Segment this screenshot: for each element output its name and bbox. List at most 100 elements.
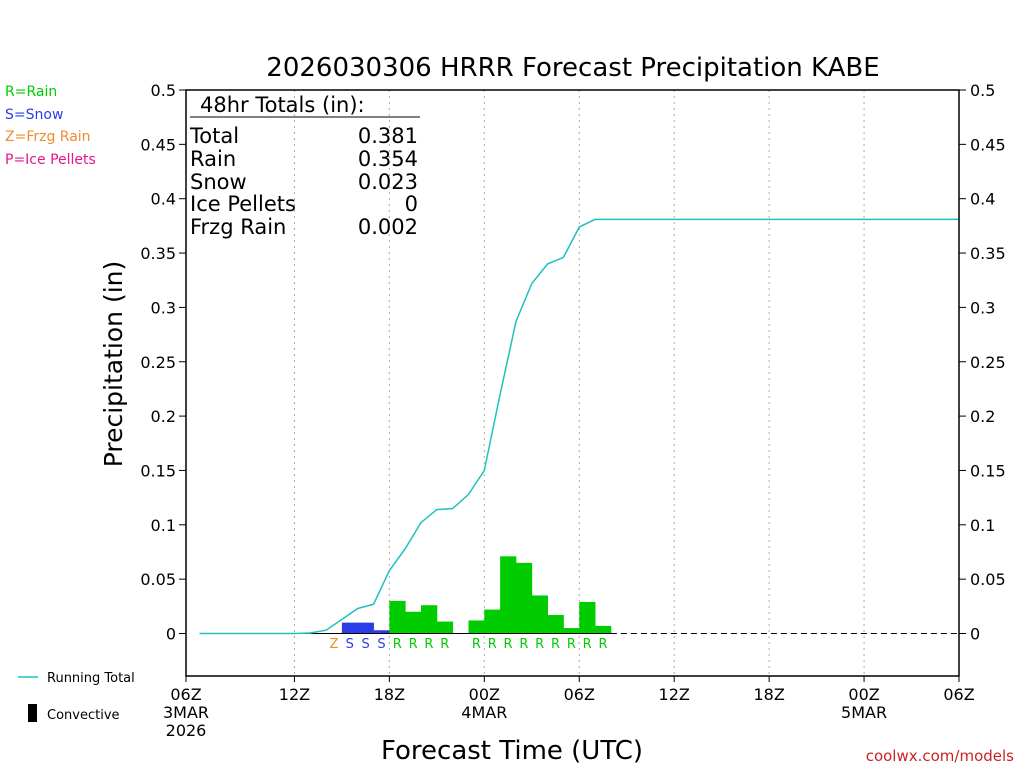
y-tick-label-left: 0.5 [151,81,176,100]
precip-bars [326,556,612,634]
precip-type-letter: R [424,637,433,652]
precip-type-letter: R [393,637,402,652]
totals-ice-pellets-label: Ice Pellets [190,192,296,216]
y-tick-label-right: 0.1 [970,516,995,535]
y-tick-label-left: 0.45 [140,135,176,154]
precip-type-letter: S [362,637,370,652]
running-total-legend-label: Running Total [47,671,135,686]
totals-heading: 48hr Totals (in): [200,93,365,117]
convective-legend-swatch [28,704,37,722]
precip-type-letter: R [519,637,528,652]
x-tick-label: 06Z [564,685,595,704]
precip-bar [357,622,374,634]
totals-snow-value: 0.023 [358,170,418,194]
y-tick-label-right: 0 [970,625,980,644]
y-tick-label-left: 0.05 [140,570,176,589]
y-axis-title: Precipitation (in) [99,261,128,468]
precip-bar [563,628,580,634]
precip-type-letter: R [551,637,560,652]
precip-bar [595,625,612,634]
y-tick-label-left: 0.4 [151,190,176,209]
x-tick-label: 12Z [659,685,690,704]
precip-bar [421,605,438,634]
y-tick-label-left: 0.35 [140,244,176,263]
y-axis-right: 0 0.05 0.1 0.15 0.2 0.25 0.3 0.35 0.4 0.45 0.5 [959,81,1006,644]
legend-rain: R=Rain [5,84,57,100]
x-tick-label: 18Z [753,685,784,704]
precip-bar [579,601,596,634]
x-tick-label: 12Z [279,685,310,704]
plot-frame [185,89,960,677]
x-tick-label: 00Z [848,685,879,704]
x-tick-label: 06Z [170,685,201,704]
y-tick-label-left: 0.2 [151,407,176,426]
precip-type-letter: Z [330,637,339,652]
precip-type-letter: R [440,637,449,652]
y-tick-label-left: 0.15 [140,461,176,480]
precip-bar [515,562,533,634]
totals-rain-value: 0.354 [358,147,418,171]
y-tick-label-right: 0.45 [970,135,1006,154]
x-tick-label: 06Z [943,685,974,704]
type-legend: R=Rain S=Snow Z=Frzg Rain P=Ice Pellets [5,84,96,168]
totals-total-label: Total [189,124,239,148]
convective-legend-label: Convective [47,708,120,723]
totals-frzg-rain-label: Frzg Rain [190,215,286,239]
x-tick-label: 00Z [469,685,500,704]
legend-frzg-rain: Z=Frzg Rain [5,129,91,145]
precip-bar [373,630,390,634]
precip-type-letter: R [409,637,418,652]
y-tick-label-right: 0.5 [970,81,995,100]
running-total-line [199,218,959,635]
precip-type-letter: S [377,637,385,652]
legend-snow: S=Snow [5,107,63,123]
precip-bar [531,595,549,634]
precip-bar [547,615,564,634]
precip-bar [389,600,406,634]
y-tick-label-right: 0.25 [970,353,1006,372]
y-tick-label-right: 0.3 [970,298,995,317]
precip-type-letter: S [346,637,354,652]
precip-bar [341,622,359,634]
totals-box: 48hr Totals (in): Total 0.381 Rain 0.354… [189,93,420,239]
chart-title: 2026030306 HRRR Forecast Precipitation K… [266,53,879,83]
precip-type-letter: R [598,637,607,652]
precip-type-letter: R [535,637,544,652]
y-tick-label-right: 0.4 [970,190,995,209]
grid-lines [293,90,865,676]
series-legend: Running Total Convective [18,671,135,723]
precip-type-letter: R [583,637,592,652]
x-tick-label: 5MAR [841,703,887,722]
precip-type-letter: R [567,637,576,652]
precip-bar [468,620,485,634]
totals-frzg-rain-value: 0.002 [358,215,418,239]
precip-type-letter: R [488,637,497,652]
y-tick-label-right: 0.05 [970,570,1006,589]
x-tick-label: 18Z [374,685,405,704]
precip-type-letter: R [472,637,481,652]
y-tick-label-left: 0.25 [140,353,176,372]
y-axis-left: 0 0.05 0.1 0.15 0.2 0.25 0.3 0.35 0.4 0.45 0.5 [140,81,186,644]
y-tick-label-right: 0.2 [970,407,995,426]
x-tick-label: 4MAR [461,703,507,722]
precip-bar [405,611,422,634]
y-tick-label-left: 0.1 [151,516,176,535]
precip-bar [500,556,517,634]
precip-bar [436,621,454,634]
totals-total-value: 0.381 [358,124,418,148]
credit-link[interactable]: coolwx.com/models [866,747,1014,765]
x-axis-title: Forecast Time (UTC) [381,736,643,766]
y-tick-label-left: 0.3 [151,298,176,317]
legend-ice-pellets: P=Ice Pellets [5,152,96,168]
y-tick-label-left: 0 [166,625,176,644]
totals-snow-label: Snow [190,170,247,194]
precip-bar [484,609,501,634]
x-tick-label: 3MAR [163,703,209,722]
y-tick-label-right: 0.35 [970,244,1006,263]
totals-rain-label: Rain [190,147,236,171]
precip-type-letter: R [504,637,513,652]
y-tick-label-right: 0.15 [970,461,1006,480]
x-tick-label: 2026 [166,721,207,740]
